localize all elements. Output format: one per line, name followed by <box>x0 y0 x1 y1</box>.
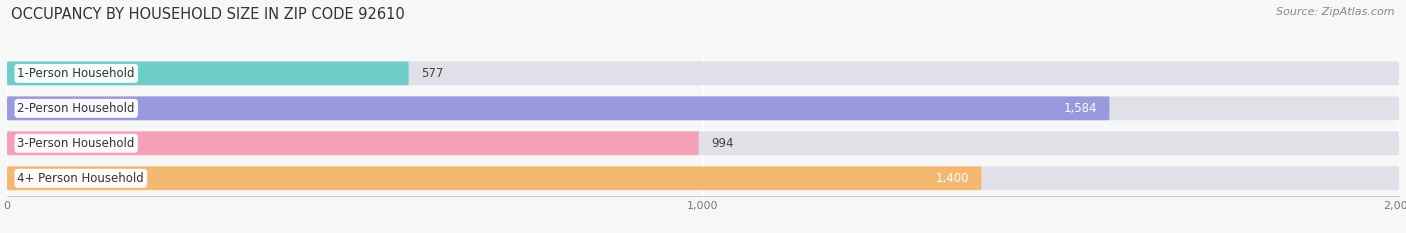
FancyBboxPatch shape <box>7 62 409 85</box>
Text: 1,400: 1,400 <box>935 172 969 185</box>
Text: 3-Person Household: 3-Person Household <box>17 137 135 150</box>
Text: 4+ Person Household: 4+ Person Household <box>17 172 145 185</box>
FancyBboxPatch shape <box>7 131 1399 155</box>
FancyBboxPatch shape <box>7 131 699 155</box>
FancyBboxPatch shape <box>7 96 1399 120</box>
FancyBboxPatch shape <box>7 62 1399 85</box>
FancyBboxPatch shape <box>7 166 981 190</box>
FancyBboxPatch shape <box>7 96 1109 120</box>
Text: 2-Person Household: 2-Person Household <box>17 102 135 115</box>
Text: Source: ZipAtlas.com: Source: ZipAtlas.com <box>1277 7 1395 17</box>
FancyBboxPatch shape <box>7 166 1399 190</box>
Text: OCCUPANCY BY HOUSEHOLD SIZE IN ZIP CODE 92610: OCCUPANCY BY HOUSEHOLD SIZE IN ZIP CODE … <box>11 7 405 22</box>
Text: 1-Person Household: 1-Person Household <box>17 67 135 80</box>
Text: 1,584: 1,584 <box>1063 102 1097 115</box>
Text: 577: 577 <box>422 67 443 80</box>
Text: 994: 994 <box>711 137 734 150</box>
